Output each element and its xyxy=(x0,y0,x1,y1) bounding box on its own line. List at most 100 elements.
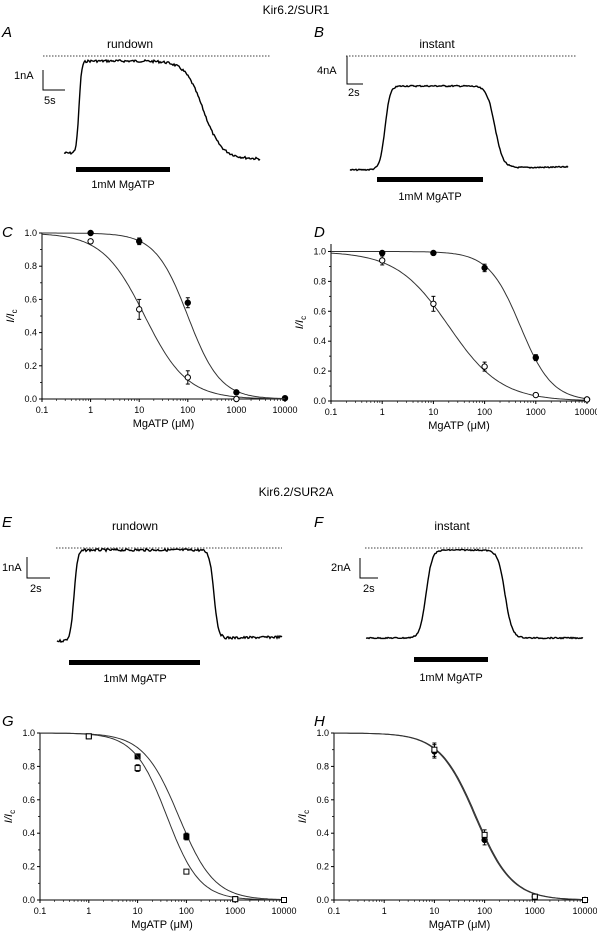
trace-f-label: instant xyxy=(434,519,470,533)
data-point-filled xyxy=(87,229,94,237)
x-tick-label: 10 xyxy=(133,906,143,916)
y-tick-label: 0.8 xyxy=(316,761,329,771)
chart-c: 0.0 0.2 0.4 0.6 0.8 1.0 0.1 1 10 100 1000 10000 MgAT… xyxy=(5,228,298,430)
trace-b-label: instant xyxy=(419,37,455,51)
panel-letter-g: G xyxy=(2,713,14,730)
panel-b-trace: B instant 4nA 2s 1mM MgATP xyxy=(314,24,577,203)
chart-h-ylabel: I/Ic xyxy=(297,810,311,823)
data-point-open-square xyxy=(531,893,538,900)
x-tick-label: 0.1 xyxy=(325,407,338,417)
y-tick-label: 0.6 xyxy=(24,294,37,304)
x-tick-label: 0.1 xyxy=(328,906,341,916)
panel-letter-f: F xyxy=(314,514,324,531)
data-point-open xyxy=(430,300,437,308)
panel-a-trace: A rundown 1nA 5s 1mM MgATP xyxy=(1,24,270,191)
y-tick-label: 0.2 xyxy=(22,862,35,872)
chart-c-xlabel: MgATP (μM) xyxy=(133,418,195,430)
chart-c-ylabel: I/Ic xyxy=(5,309,19,322)
trace-f-drug: 1mM MgATP xyxy=(419,672,482,684)
chart-g-fit-1 xyxy=(40,732,284,901)
x-tick-label: 1000 xyxy=(225,906,245,916)
y-tick-label: 0.6 xyxy=(22,795,35,805)
x-tick-label: 1 xyxy=(86,906,91,916)
y-tick-label: 0.8 xyxy=(22,761,35,771)
x-tick-label: 10 xyxy=(429,906,439,916)
trace-b-current xyxy=(349,84,569,172)
chart-h-xlabel: MgATP (μM) xyxy=(429,919,491,931)
data-point-open xyxy=(481,363,488,370)
chart-d-xlabel: MgATP (μM) xyxy=(428,420,490,432)
panel-letter-c: C xyxy=(2,224,13,241)
x-tick-label: 10 xyxy=(134,405,144,415)
chart-h-fit-0 xyxy=(334,732,585,901)
trace-f-current xyxy=(365,548,584,640)
y-tick-label: 0.4 xyxy=(313,336,326,346)
panel-e-trace: E rundown 1nA 2s 1mM MgATP xyxy=(2,514,283,685)
panel-letter-a: A xyxy=(1,24,12,41)
data-point-open-square xyxy=(582,897,588,903)
y-tick-label: 0.8 xyxy=(24,261,37,271)
trace-a-current xyxy=(63,59,261,162)
x-tick-label: 10000 xyxy=(572,906,597,916)
chart-d: 0.0 0.2 0.4 0.6 0.8 1.0 0.1 1 10 100 1000 10000 MgAT… xyxy=(294,244,597,432)
data-point-filled xyxy=(532,354,539,361)
trace-e-label: rundown xyxy=(112,519,158,533)
data-point-open-square xyxy=(281,897,287,903)
data-point-filled xyxy=(233,389,240,396)
chart-h: 0.0 0.2 0.4 0.6 0.8 1.0 0.1 1 10 100 1000 10000 MgAT… xyxy=(297,728,597,931)
chart-h-fit-1 xyxy=(334,732,586,901)
data-point-open xyxy=(532,391,539,399)
x-tick-label: 100 xyxy=(477,906,492,916)
y-tick-label: 0.0 xyxy=(24,394,37,404)
data-point-open-square xyxy=(134,765,141,772)
y-tick-label: 0.2 xyxy=(313,366,326,376)
data-point-open-square xyxy=(85,733,92,740)
data-point-filled xyxy=(136,238,143,245)
y-tick-label: 0.8 xyxy=(313,276,326,286)
data-point-open-square xyxy=(232,896,239,903)
y-tick-label: 0.2 xyxy=(24,361,37,371)
heading-sur1: Kir6.2/SUR1 xyxy=(263,3,330,17)
x-tick-label: 100 xyxy=(179,906,194,916)
chart-g-xlabel: MgATP (μM) xyxy=(131,919,193,931)
data-point-filled xyxy=(184,299,192,306)
panel-letter-b: B xyxy=(314,24,324,41)
panel-f-trace: F instant 2nA 2s 1mM MgATP xyxy=(314,514,584,684)
data-point-open xyxy=(379,257,386,264)
y-tick-label: 0.6 xyxy=(313,306,326,316)
chart-d-fit-1 xyxy=(330,252,587,401)
chart-g-ylabel: I/Ic xyxy=(3,810,17,823)
y-tick-label: 0.4 xyxy=(316,828,329,838)
y-tick-label: 1.0 xyxy=(313,246,326,256)
panel-letter-h: H xyxy=(314,713,325,730)
x-tick-label: 1000 xyxy=(226,405,246,415)
x-tick-label: 10000 xyxy=(272,405,297,415)
trace-f-amp: 2nA xyxy=(331,562,351,574)
x-tick-label: 1000 xyxy=(525,906,545,916)
y-tick-label: 0.2 xyxy=(316,862,329,872)
chart-d-ylabel: I/Ic xyxy=(294,316,308,329)
trace-e-scalebar xyxy=(26,557,50,579)
data-point-filled-square xyxy=(183,833,190,840)
chart-g-fit-0 xyxy=(40,732,285,901)
chart-d-fit-0 xyxy=(331,251,588,400)
data-point-open xyxy=(184,374,192,381)
trace-b-scalebar xyxy=(346,56,363,85)
x-tick-label: 1000 xyxy=(526,407,546,417)
panel-letter-d: D xyxy=(314,224,325,241)
trace-a-scalebar xyxy=(42,70,65,91)
chart-c-fit-0 xyxy=(42,232,286,400)
data-point-filled xyxy=(430,249,437,257)
panel-letter-e: E xyxy=(2,514,13,531)
data-point-open-square xyxy=(431,746,438,753)
x-tick-label: 10000 xyxy=(574,407,597,417)
x-tick-label: 10 xyxy=(428,407,438,417)
trace-a-drug-bar xyxy=(76,167,170,172)
x-tick-label: 100 xyxy=(477,407,492,417)
data-point-open xyxy=(87,238,94,245)
trace-e-time: 2s xyxy=(30,583,42,595)
data-point-open xyxy=(233,395,240,403)
y-tick-label: 1.0 xyxy=(316,728,329,738)
y-tick-label: 0.0 xyxy=(313,396,326,406)
x-tick-label: 0.1 xyxy=(34,906,47,916)
